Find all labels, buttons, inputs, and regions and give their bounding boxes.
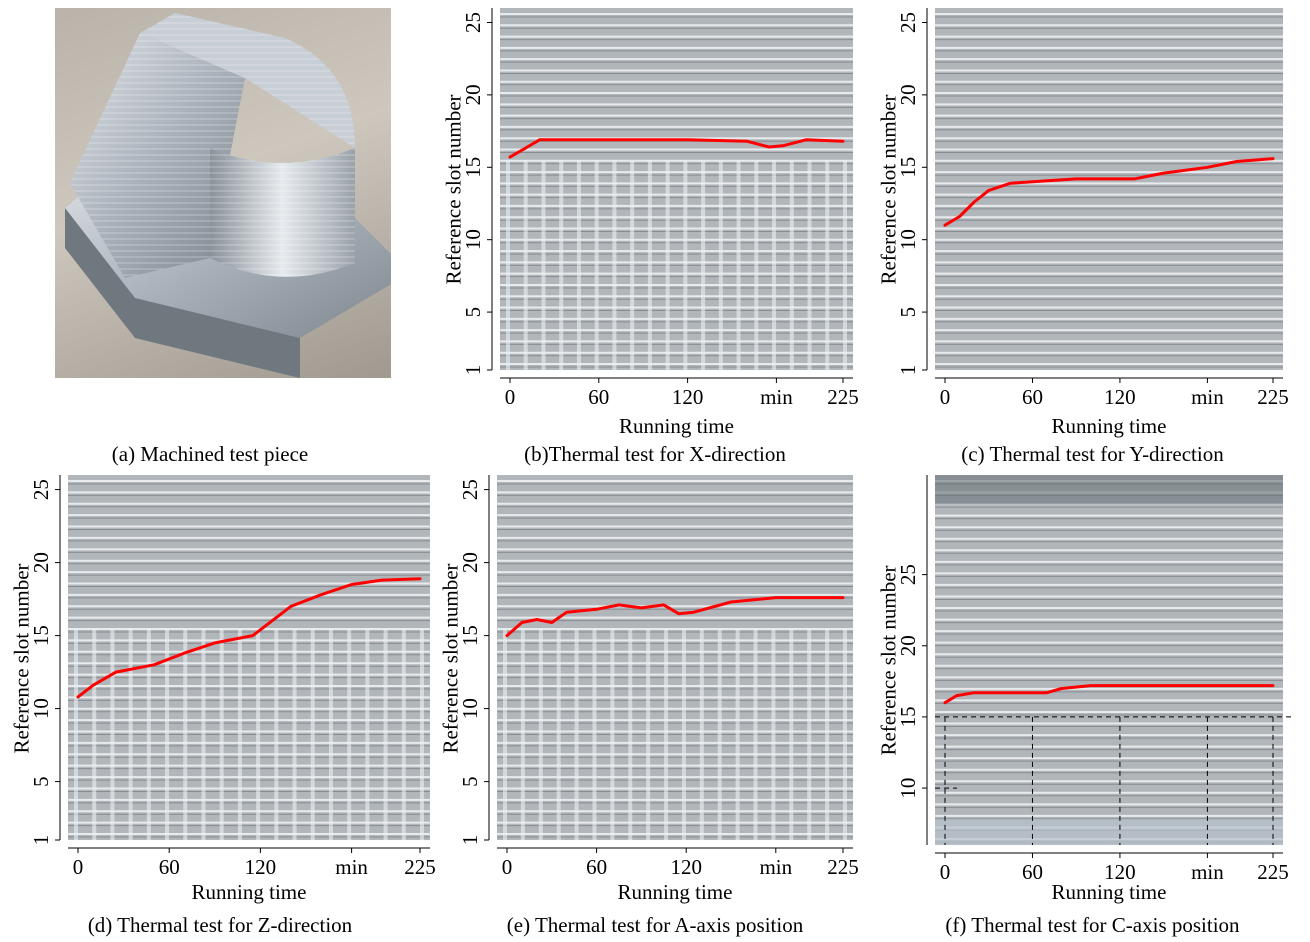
panel-a-caption: (a) Machined test piece — [111, 442, 309, 466]
x-tick-label: min — [760, 385, 793, 409]
slot-surface-photo — [500, 8, 853, 370]
panel-c-caption: (c) Thermal test for Y-direction — [961, 442, 1224, 466]
y-tick-label: 20 — [458, 552, 482, 573]
y-tick-label: 10 — [896, 778, 920, 799]
panel-f-caption: (f) Thermal test for C-axis position — [945, 913, 1240, 937]
x-tick-label: 225 — [1257, 385, 1289, 409]
x-tick-label: 60 — [588, 385, 609, 409]
x-axis-title: Running time — [1051, 880, 1167, 904]
x-tick-label: min — [759, 855, 792, 879]
y-tick-label: 15 — [896, 706, 920, 727]
thermal-shift-line — [943, 684, 1275, 705]
x-tick-label: 0 — [505, 385, 516, 409]
y-tick-label: 10 — [896, 229, 920, 250]
x-tick-label: 120 — [1104, 860, 1136, 884]
y-tick-label: 25 — [896, 12, 920, 33]
x-tick-label: 0 — [502, 855, 513, 879]
y-tick-label: 5 — [461, 307, 485, 318]
x-tick-label: 0 — [940, 385, 951, 409]
x-tick-label: min — [1191, 385, 1224, 409]
y-tick-label: 20 — [896, 635, 920, 656]
y-tick-label: 20 — [461, 84, 485, 105]
x-tick-label: 60 — [586, 855, 607, 879]
x-axis-title: Running time — [1051, 414, 1167, 438]
y-tick-label: 5 — [458, 776, 482, 787]
x-tick-label: 0 — [940, 860, 951, 884]
thermal-shift-line — [943, 157, 1275, 227]
x-tick-label: 120 — [672, 385, 704, 409]
y-tick-label: 5 — [29, 776, 53, 787]
y-tick-label: 20 — [896, 84, 920, 105]
machined-test-piece-photo — [55, 8, 391, 378]
y-axis-title: Reference slot number — [876, 565, 901, 756]
x-tick-label: 60 — [1022, 385, 1043, 409]
y-tick-label: 1 — [458, 835, 482, 846]
x-tick-label: 120 — [245, 855, 277, 879]
y-tick-label: 25 — [461, 12, 485, 33]
y-tick-label: 15 — [896, 157, 920, 178]
x-tick-label: min — [335, 855, 368, 879]
y-tick-label: 10 — [461, 229, 485, 250]
thermal-shift-line — [508, 138, 845, 159]
panel-b-caption: (b)Thermal test for X-direction — [524, 442, 786, 466]
slot-surface-photo — [497, 475, 853, 840]
thermal-shift-line — [76, 577, 422, 699]
y-tick-label: 1 — [896, 365, 920, 376]
x-tick-label: 225 — [404, 855, 436, 879]
y-tick-label: 15 — [29, 625, 53, 646]
thermal-shift-line — [505, 596, 845, 638]
x-tick-label: 225 — [1257, 860, 1289, 884]
x-tick-label: 60 — [1022, 860, 1043, 884]
x-axis-title: Running time — [619, 414, 734, 438]
y-tick-label: 25 — [29, 479, 53, 500]
y-tick-label: 25 — [896, 564, 920, 585]
x-tick-label: 225 — [827, 385, 859, 409]
x-axis-title: Running time — [191, 880, 307, 904]
y-tick-label: 1 — [29, 835, 53, 846]
x-tick-label: 0 — [73, 855, 84, 879]
x-tick-label: 60 — [159, 855, 180, 879]
x-tick-label: min — [1191, 860, 1224, 884]
y-tick-label: 10 — [458, 698, 482, 719]
y-tick-label: 15 — [458, 625, 482, 646]
panel-e-caption: (e) Thermal test for A-axis position — [506, 913, 804, 937]
panel-a: (a) Machined test piece — [0, 0, 420, 470]
y-tick-label: 25 — [458, 479, 482, 500]
y-tick-label: 15 — [461, 157, 485, 178]
y-tick-label: 10 — [29, 698, 53, 719]
y-tick-label: 1 — [461, 365, 485, 376]
x-tick-label: 120 — [670, 855, 702, 879]
x-axis-title: Running time — [617, 880, 733, 904]
y-tick-label: 5 — [896, 307, 920, 318]
slot-surface-photo — [68, 475, 430, 840]
y-tick-label: 20 — [29, 552, 53, 573]
x-tick-label: 225 — [827, 855, 859, 879]
slot-surface-photo — [935, 475, 1283, 845]
x-tick-label: 120 — [1104, 385, 1136, 409]
panel-d-caption: (d) Thermal test for Z-direction — [87, 913, 353, 937]
